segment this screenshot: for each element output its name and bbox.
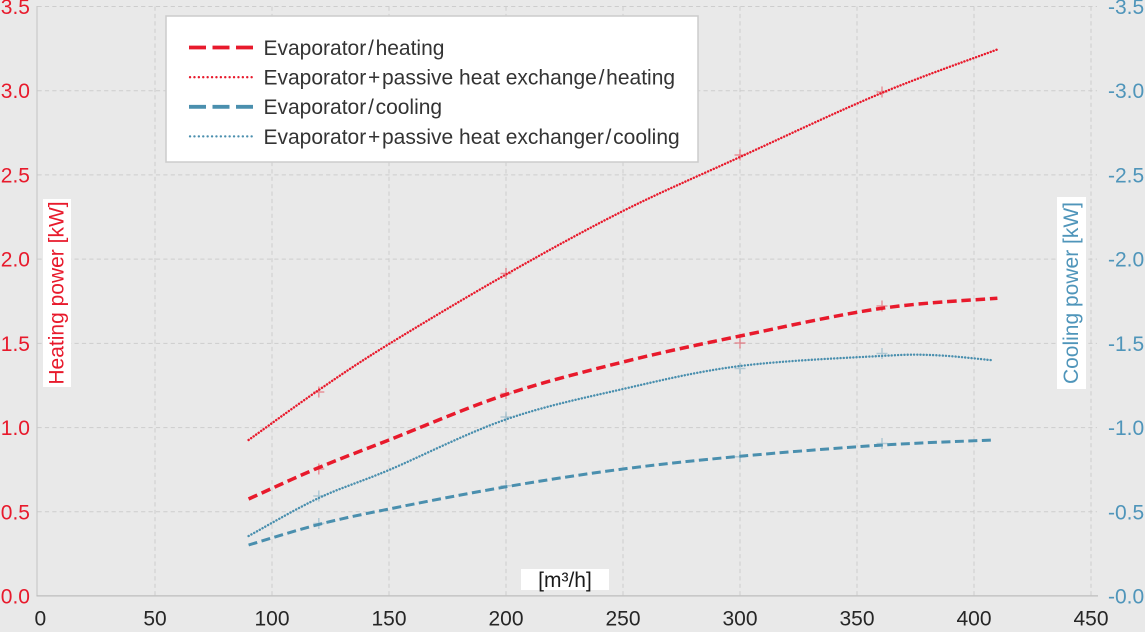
svg-text:2.0: 2.0 xyxy=(1,249,30,272)
svg-text:Cooling power [kW]: Cooling power [kW] xyxy=(1060,202,1083,384)
svg-text:100: 100 xyxy=(254,608,289,628)
svg-text:-0.0: -0.0 xyxy=(1108,586,1144,609)
svg-text:-0.5: -0.5 xyxy=(1108,501,1144,524)
svg-text:350: 350 xyxy=(839,608,874,628)
svg-text:400: 400 xyxy=(956,608,991,628)
svg-text:-2.0: -2.0 xyxy=(1108,249,1144,272)
svg-text:0.5: 0.5 xyxy=(1,501,30,524)
svg-text:150: 150 xyxy=(371,608,406,628)
svg-text:Evaporator / heating: Evaporator / heating xyxy=(264,37,445,60)
svg-text:450: 450 xyxy=(1073,608,1108,628)
svg-text:0: 0 xyxy=(34,608,46,628)
svg-text:300: 300 xyxy=(722,608,757,628)
svg-text:Evaporator + passive heat exch: Evaporator + passive heat exchanger / co… xyxy=(264,126,680,149)
svg-text:1.5: 1.5 xyxy=(1,333,30,356)
svg-text:0.0: 0.0 xyxy=(1,586,30,609)
svg-text:-2.5: -2.5 xyxy=(1108,164,1144,187)
svg-text:Evaporator + passive heat exch: Evaporator + passive heat exchange / hea… xyxy=(264,67,676,90)
svg-text:200: 200 xyxy=(488,608,523,628)
svg-text:-1.5: -1.5 xyxy=(1108,333,1144,356)
svg-text:Evaporator / cooling: Evaporator / cooling xyxy=(264,96,443,119)
svg-text:-1.0: -1.0 xyxy=(1108,417,1144,440)
svg-text:50: 50 xyxy=(143,608,166,628)
svg-text:-3.0: -3.0 xyxy=(1108,80,1144,103)
svg-text:250: 250 xyxy=(605,608,640,628)
svg-text:1.0: 1.0 xyxy=(1,417,30,440)
svg-text:3.5: 3.5 xyxy=(1,0,30,19)
svg-text:-3.5: -3.5 xyxy=(1108,0,1144,19)
svg-text:3.0: 3.0 xyxy=(1,80,30,103)
svg-text:Heating power [kW]: Heating power [kW] xyxy=(46,201,69,384)
svg-text:[m³/h]: [m³/h] xyxy=(538,569,592,592)
svg-text:2.5: 2.5 xyxy=(1,164,30,187)
